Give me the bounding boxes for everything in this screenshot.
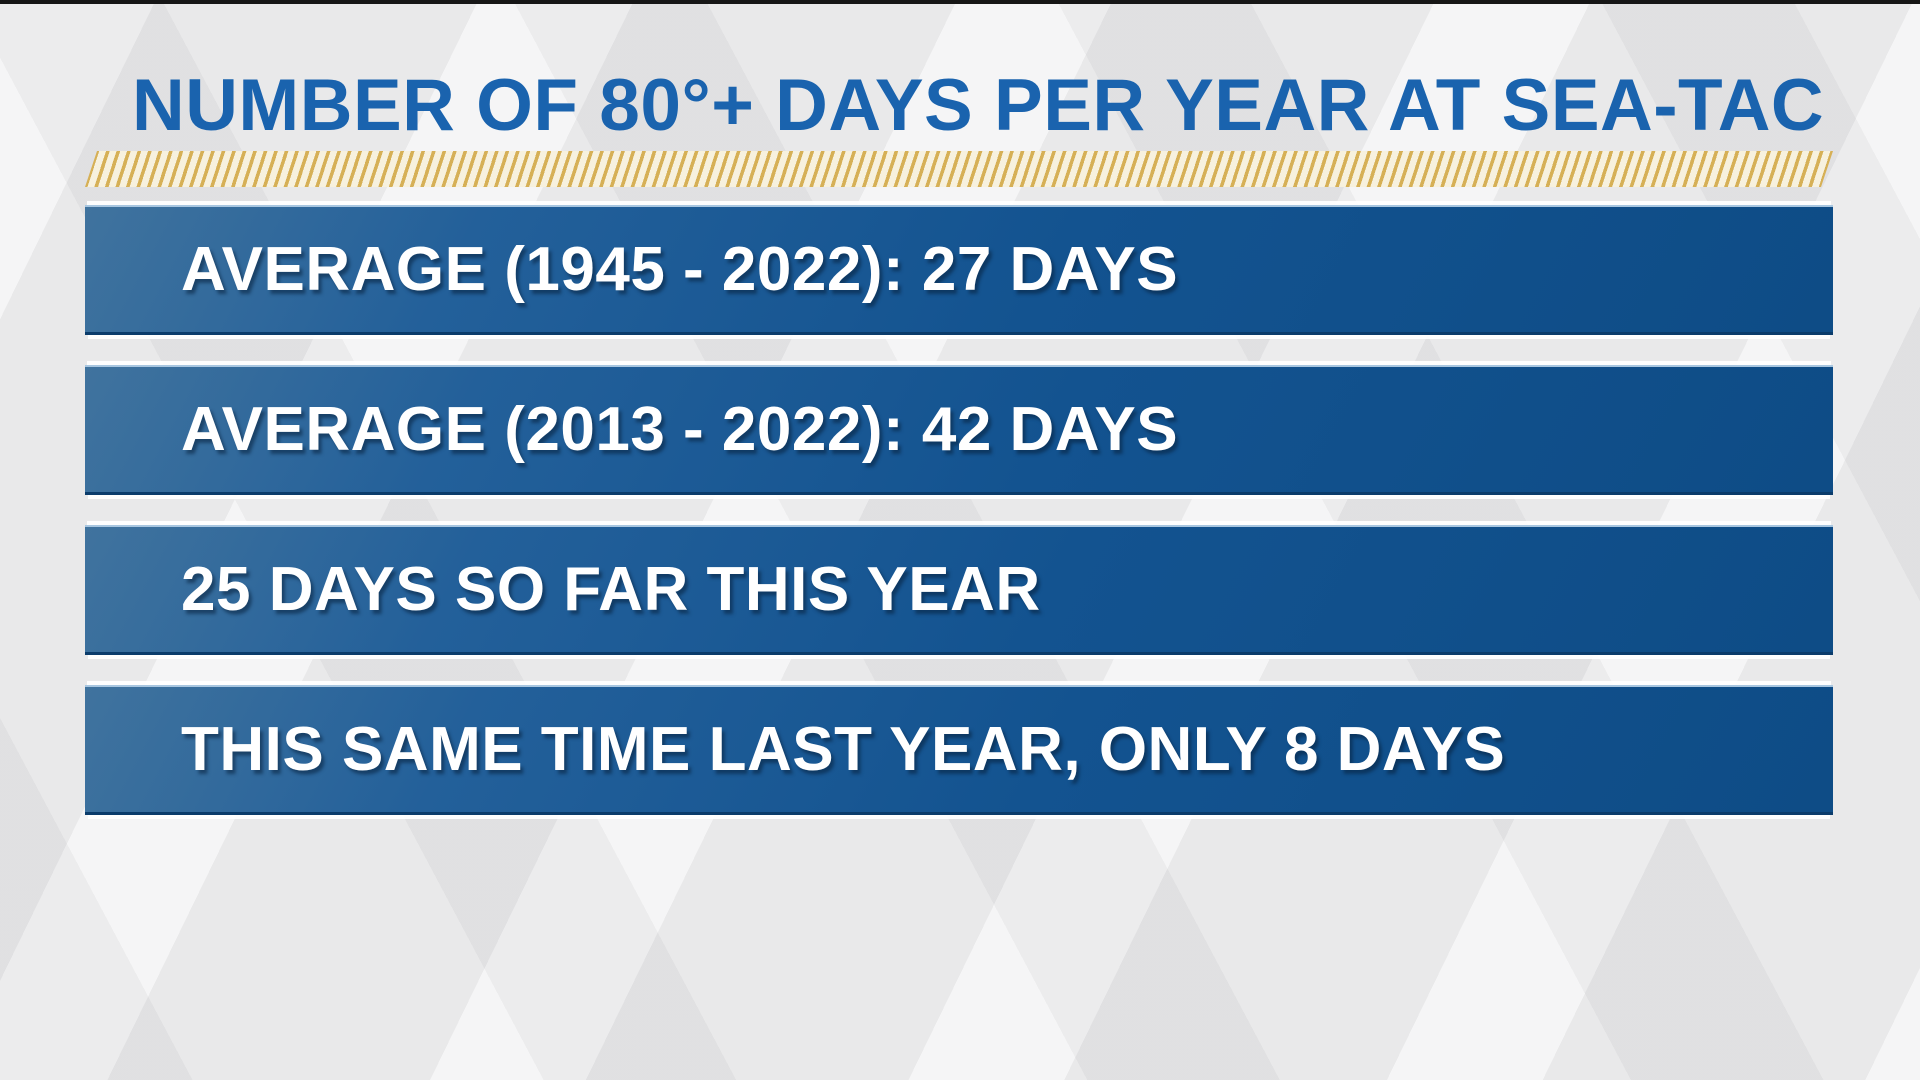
stat-bar-average-2013-2022: AVERAGE (2013 - 2022): 42 DAYS bbox=[85, 365, 1833, 495]
stat-bar-last-year: THIS SAME TIME LAST YEAR, ONLY 8 DAYS bbox=[85, 685, 1833, 815]
stat-bar-label: AVERAGE (2013 - 2022): 42 DAYS bbox=[181, 395, 1179, 464]
hatched-divider bbox=[85, 151, 1833, 187]
top-edge-strip bbox=[0, 0, 1920, 4]
stat-bar-label: THIS SAME TIME LAST YEAR, ONLY 8 DAYS bbox=[181, 715, 1506, 784]
stat-bar-this-year: 25 DAYS SO FAR THIS YEAR bbox=[85, 525, 1833, 655]
page-title: NUMBER OF 80°+ DAYS PER YEAR AT SEA-TAC bbox=[132, 65, 1825, 146]
stat-bar-label: 25 DAYS SO FAR THIS YEAR bbox=[181, 555, 1041, 624]
stat-bar-label: AVERAGE (1945 - 2022): 27 DAYS bbox=[181, 235, 1179, 304]
stat-bar-average-1945-2022: AVERAGE (1945 - 2022): 27 DAYS bbox=[85, 205, 1833, 335]
